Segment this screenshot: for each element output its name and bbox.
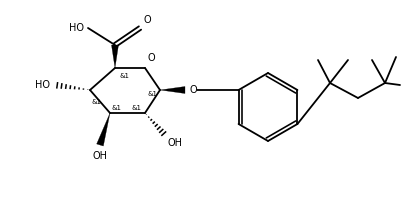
Text: O: O [144, 15, 152, 25]
Polygon shape [160, 86, 185, 94]
Text: O: O [148, 53, 156, 63]
Text: &1: &1 [92, 99, 102, 105]
Text: &1: &1 [112, 105, 122, 111]
Text: HO: HO [35, 80, 50, 90]
Polygon shape [112, 45, 118, 68]
Text: O: O [189, 85, 197, 95]
Text: HO: HO [69, 23, 84, 33]
Text: &1: &1 [119, 73, 129, 79]
Text: OH: OH [168, 138, 183, 148]
Polygon shape [97, 113, 110, 146]
Text: &1: &1 [131, 105, 141, 111]
Text: &1: &1 [148, 91, 158, 97]
Text: OH: OH [93, 151, 108, 161]
